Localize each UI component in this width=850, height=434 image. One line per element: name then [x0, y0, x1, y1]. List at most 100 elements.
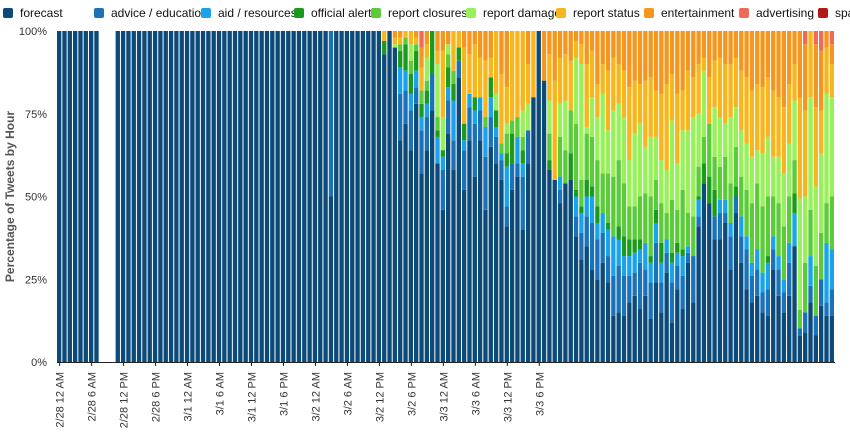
bar-segment-forecast: [525, 163, 531, 362]
bar-segment-report-damage: [621, 117, 627, 184]
bar-segment-report-status: [707, 77, 712, 124]
bar-segment-forecast: [291, 31, 296, 362]
bar-segment-official-alert: [669, 252, 675, 263]
bar-segment-forecast: [584, 246, 589, 362]
bar-segment-forecast: [536, 31, 541, 362]
bar-segment-forecast: [136, 31, 142, 362]
bar-segment-advice-education: [621, 275, 627, 316]
bar-segment-forecast: [792, 246, 797, 362]
bar-segment-forecast: [142, 31, 147, 362]
legend-item: advertising: [739, 5, 814, 21]
bar-segment-aid-resources: [755, 249, 760, 270]
bar-segment-report-closures: [717, 166, 723, 200]
bar-segment-advice-education: [446, 100, 451, 134]
bar-segment-entertainment: [467, 31, 472, 55]
bar-segment-forecast: [648, 318, 653, 362]
bar-segment-forecast: [451, 170, 456, 362]
bar-segment-forecast: [808, 302, 813, 362]
x-tick-label: 3/3 12 AM: [438, 372, 450, 422]
bar-segment-advice-education: [643, 269, 648, 296]
bar-segment-report-closures: [733, 146, 739, 187]
bar-segment-report-status: [456, 31, 461, 48]
bar-segment-entertainment: [547, 31, 552, 55]
bar-segment-aid-resources: [504, 166, 509, 207]
bar-segment-report-closures: [744, 189, 749, 237]
bar-segment-forecast: [275, 31, 280, 362]
bar-segment-forecast: [387, 31, 392, 362]
bar-segment-report-closures: [675, 209, 680, 243]
bar-segment-forecast: [312, 31, 318, 362]
bar-segment-aid-resources: [760, 272, 765, 293]
bar-segment-forecast: [328, 196, 334, 362]
bar-segment-report-damage: [755, 150, 760, 184]
bar-segment-report-status: [632, 80, 637, 134]
bar-segment-aid-resources: [493, 126, 499, 137]
bar-segment-report-status: [472, 44, 477, 98]
chart-legend: forecast advice / education aid / resource…: [0, 0, 850, 26]
bar-segment-report-damage: [765, 136, 771, 197]
bar-segment-forecast: [803, 332, 808, 362]
legend-label: report status: [573, 6, 640, 20]
bar-segment-advice-education: [504, 206, 509, 227]
bar-segment-report-damage: [824, 93, 829, 204]
bar-segment-forecast: [515, 176, 520, 362]
y-tick-label: 25%: [25, 274, 47, 286]
bar-segment-advice-education: [472, 123, 477, 177]
bar-segment-forecast: [755, 295, 760, 362]
bar-segment-report-status: [552, 80, 557, 180]
bar-segment-forecast: [222, 31, 227, 362]
legend-label: forecast: [20, 6, 63, 20]
bar-segment-advice-education: [579, 232, 584, 260]
bar-segment-forecast: [392, 47, 398, 363]
bar-segment-aid-resources: [451, 100, 456, 141]
bar-segment-aid-resources: [419, 117, 424, 131]
bar-segment-advertising: [803, 31, 808, 45]
bar-segment-forecast: [286, 31, 291, 362]
bar-segment-entertainment: [701, 31, 707, 58]
bar-segment-aid-resources: [685, 246, 691, 253]
bar-segment-aid-resources: [611, 236, 616, 276]
bar-segment-forecast: [707, 203, 712, 362]
bar-segment-forecast: [520, 229, 525, 362]
bar-segment-report-status: [595, 83, 600, 118]
bar-segment-entertainment: [680, 31, 685, 91]
bar-segment-report-damage: [392, 44, 398, 48]
bar-segment-entertainment: [525, 31, 531, 65]
bar-segment-report-closures: [696, 166, 701, 197]
bar-segment-report-status: [605, 70, 611, 131]
bar-segment-report-status: [467, 54, 472, 94]
bar-segment-report-closures: [765, 196, 771, 257]
bar-segment-report-status: [664, 83, 669, 171]
bar-segment-advice-education: [488, 117, 493, 147]
bar-segment-advice-education: [525, 130, 531, 164]
bar-segment-report-damage: [525, 103, 531, 131]
bar-segment-forecast: [595, 279, 600, 362]
bar-segment-advice-education: [771, 249, 776, 270]
bar-segment-forecast: [115, 31, 120, 362]
bar-segment-forecast: [67, 31, 72, 362]
bar-segment-aid-resources: [595, 222, 600, 240]
bar-segment-forecast: [557, 203, 563, 362]
bar-segment-aid-resources: [440, 156, 445, 171]
bar-segment-forecast: [589, 269, 595, 362]
bar-segment-forecast: [472, 176, 477, 362]
bar-segment-forecast: [733, 213, 739, 362]
bar-segment-report-damage: [648, 136, 653, 197]
bar-segment-entertainment: [749, 31, 755, 91]
x-tick-label: 3/1 12 AM: [183, 372, 195, 422]
bar-segment-forecast: [62, 31, 67, 362]
bar-segment-aid-resources: [664, 239, 669, 253]
bar-segment-forecast: [88, 31, 94, 362]
bar-segment-forecast: [456, 77, 461, 362]
bar-segment-entertainment: [653, 31, 659, 91]
bar-segment-advice-education: [787, 262, 792, 296]
bar-segment-report-damage: [632, 133, 637, 207]
bar-segment-entertainment: [669, 31, 675, 75]
bar-segment-report-status: [824, 47, 829, 94]
legend-label: entertainment: [661, 6, 735, 20]
bar-segment-official-alert: [675, 242, 680, 253]
legend-item: entertainment: [644, 5, 734, 21]
bar-segment-forecast: [72, 31, 78, 362]
bar-segment-entertainment: [579, 31, 584, 45]
bar-segment-forecast: [398, 140, 403, 362]
